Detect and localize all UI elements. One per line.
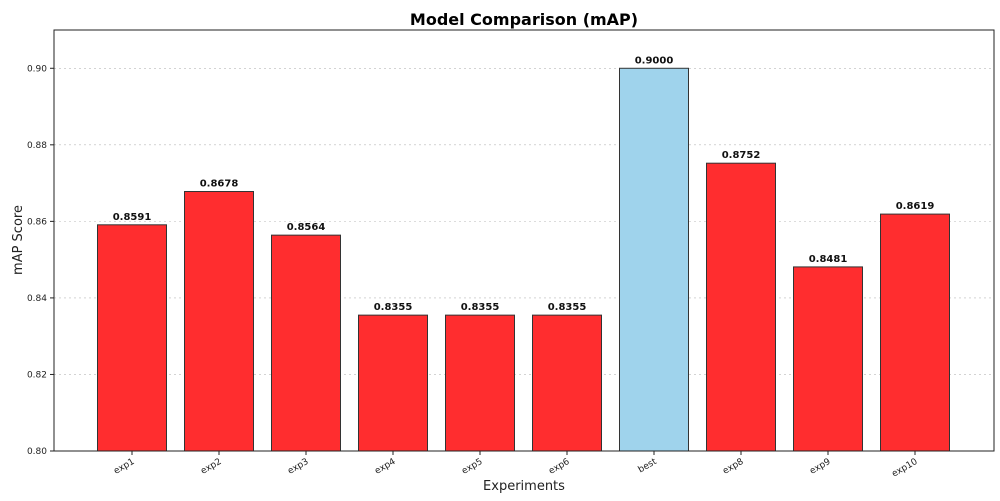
bar-exp9	[793, 266, 863, 452]
x-tick-label: exp5	[460, 457, 484, 477]
y-tick-label: 0.88	[27, 141, 47, 151]
x-tick-label: exp1	[112, 457, 136, 477]
bar-value-label: 0.9000	[635, 55, 674, 66]
bar-best	[619, 67, 689, 452]
bar-exp1	[97, 224, 167, 452]
bar-value-labels: 0.8591 0.8678 0.8564 0.8355 0.8355 0.8355 0.90…	[113, 55, 935, 313]
bar-value-label: 0.8481	[809, 254, 848, 265]
bar-exp8	[706, 162, 776, 452]
y-tick-label: 0.84	[27, 294, 47, 304]
chart-title: Model Comparison (mAP)	[410, 10, 638, 29]
bar-exp6	[532, 314, 602, 452]
bar-value-label: 0.8678	[200, 179, 239, 190]
bar-exp4	[358, 314, 428, 452]
x-tick-label: exp2	[199, 457, 223, 477]
x-tick-label: exp8	[721, 457, 745, 477]
x-tick-label: exp6	[547, 457, 571, 477]
y-tick-label: 0.90	[27, 64, 47, 74]
y-axis-ticks: 0.80 0.82 0.84 0.86 0.88 0.90	[27, 64, 54, 457]
bar-value-label: 0.8355	[461, 302, 500, 313]
bar-value-label: 0.8619	[896, 201, 935, 212]
bar-exp10	[880, 213, 950, 452]
y-axis-label: mAP Score	[11, 205, 26, 275]
bars	[97, 67, 950, 452]
y-tick-label: 0.86	[27, 217, 47, 227]
y-tick-label: 0.82	[27, 370, 47, 380]
bar-value-label: 0.8355	[374, 302, 413, 313]
x-axis-ticks: exp1 exp2 exp3 exp4 exp5 exp6 best exp8 exp9 exp1…	[112, 451, 920, 480]
x-tick-label: exp4	[373, 457, 397, 477]
bar-exp2	[184, 191, 254, 452]
y-tick-label: 0.80	[27, 447, 47, 457]
x-tick-label: best	[637, 457, 659, 476]
x-axis-label: Experiments	[483, 479, 565, 494]
plot-frame	[53, 29, 995, 452]
bar-value-label: 0.8355	[548, 302, 587, 313]
bar-value-label: 0.8591	[113, 212, 152, 223]
x-tick-label: exp10	[890, 457, 919, 480]
x-tick-label: exp3	[286, 457, 310, 477]
bar-exp5	[445, 314, 515, 452]
bar-value-label: 0.8752	[722, 150, 761, 161]
x-tick-label: exp9	[808, 457, 832, 477]
bar-exp3	[271, 234, 341, 452]
bar-value-label: 0.8564	[287, 222, 326, 233]
